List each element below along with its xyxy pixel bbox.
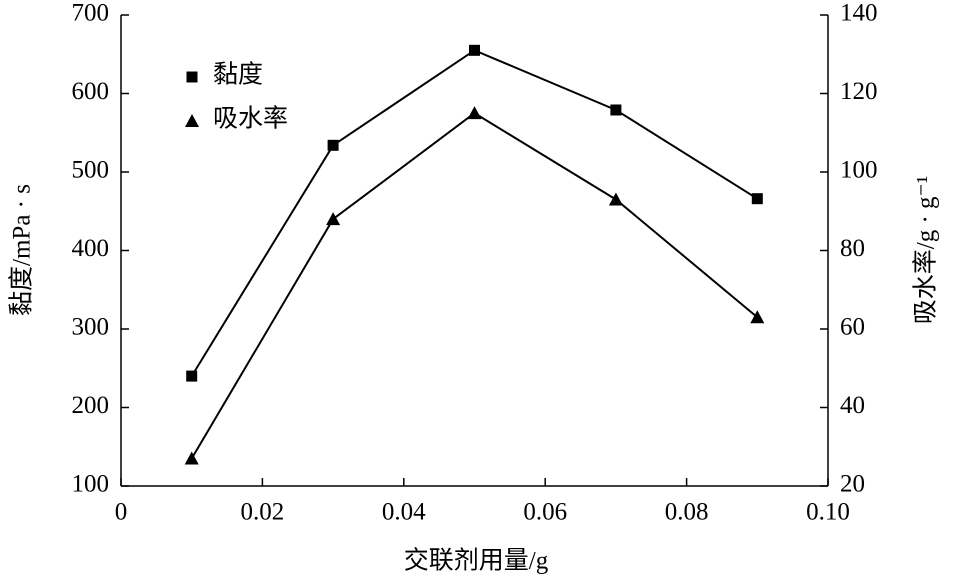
- data-point: [610, 104, 622, 116]
- y2-axis-label: 吸水率/g · g⁻¹: [912, 176, 940, 324]
- y2-tick-label: 40: [840, 392, 865, 419]
- data-point: [326, 212, 341, 226]
- data-point: [327, 139, 339, 151]
- data-point: [186, 370, 198, 382]
- x-tick-label: 0.10: [806, 499, 850, 526]
- y-tick-label: 200: [72, 392, 110, 419]
- series-line: [190, 49, 758, 377]
- x-tick-label: 0.04: [382, 499, 426, 526]
- y2-tick-label: 140: [840, 0, 878, 27]
- legend-label: 吸水率: [213, 105, 288, 133]
- x-tick-label: 0.08: [665, 499, 709, 526]
- x-axis-label: 交联剂用量/g: [404, 547, 549, 575]
- series-line: [190, 111, 758, 460]
- y2-tick-label: 120: [840, 78, 878, 105]
- y-tick-label: 700: [72, 0, 110, 27]
- y-tick-label: 600: [72, 78, 110, 105]
- data-point: [469, 44, 480, 56]
- y-tick-label: 100: [72, 471, 110, 498]
- data-point: [467, 106, 482, 120]
- legend-marker: [185, 114, 199, 127]
- x-tick-label: 0: [115, 499, 128, 526]
- y-tick-label: 400: [72, 235, 110, 262]
- data-point: [751, 193, 763, 205]
- y2-tick-label: 20: [840, 471, 865, 498]
- legend-label: 黏度: [213, 61, 263, 89]
- y-axis-label: 黏度/mPa · s: [8, 184, 36, 316]
- y2-tick-label: 100: [840, 157, 878, 184]
- x-tick-label: 0.06: [523, 499, 567, 526]
- y-tick-label: 500: [72, 157, 110, 184]
- data-point: [184, 451, 199, 465]
- legend-marker: [186, 71, 198, 83]
- data-point: [608, 192, 623, 206]
- y-tick-label: 300: [72, 314, 110, 341]
- data-point: [750, 310, 765, 324]
- y2-tick-label: 60: [840, 314, 865, 341]
- y2-tick-label: 80: [840, 235, 865, 262]
- x-tick-label: 0.02: [241, 499, 285, 526]
